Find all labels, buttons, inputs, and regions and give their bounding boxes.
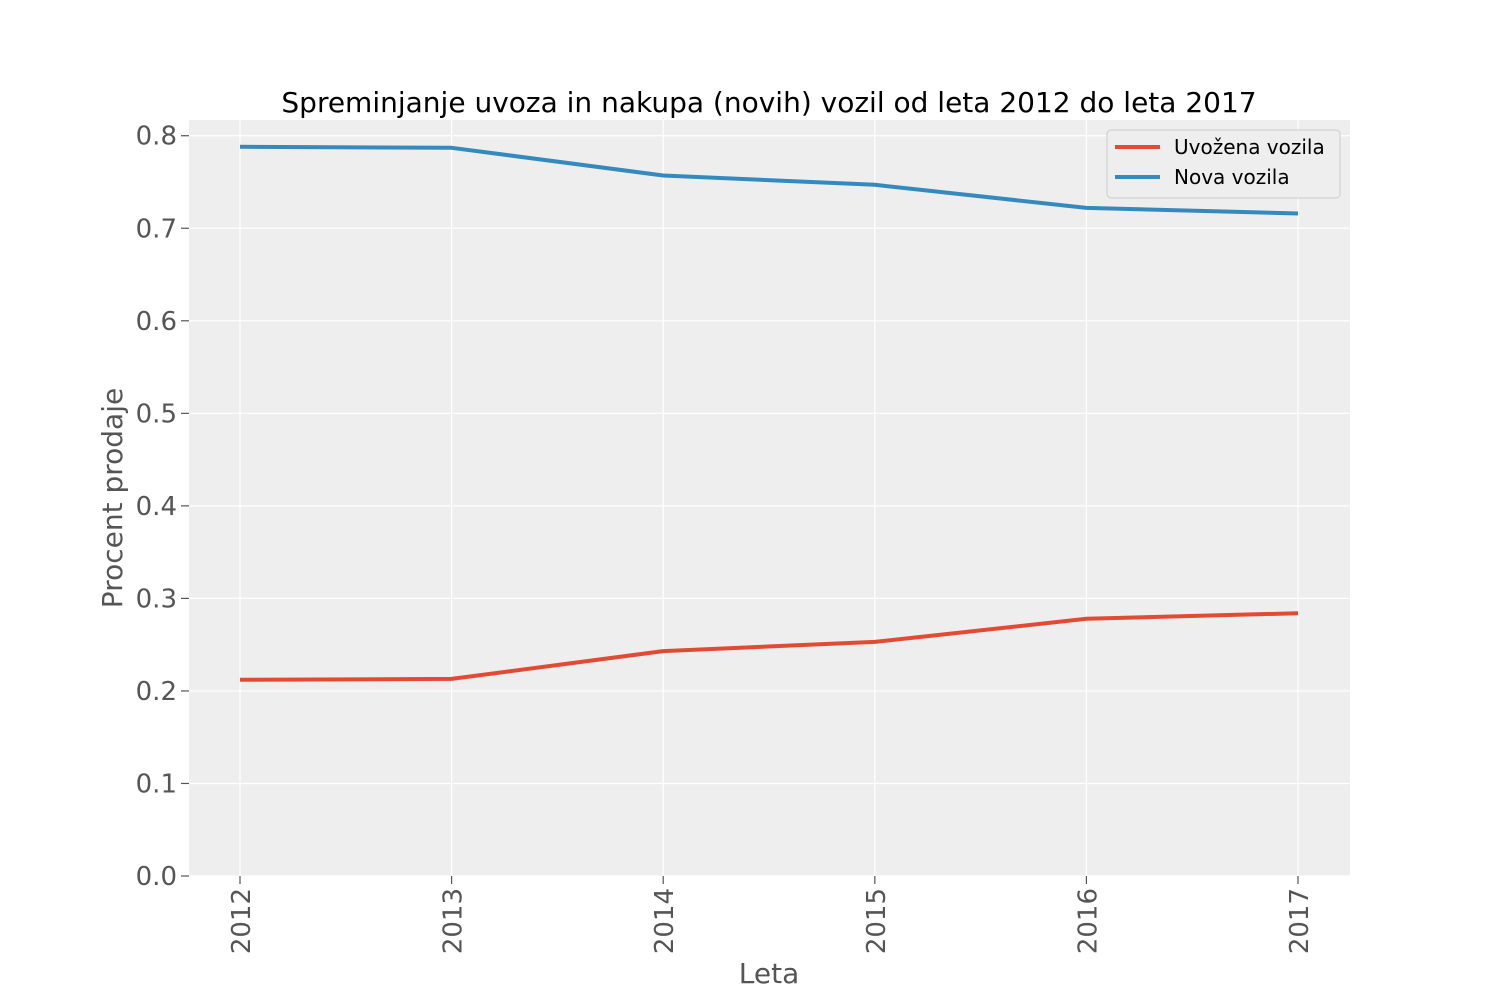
x-tick-label: 2015 <box>862 888 892 954</box>
y-tick-label: 0.8 <box>136 122 177 152</box>
y-axis-ticks: 0.0 0.1 0.2 0.3 0.4 0.5 0.6 0.7 0.8 <box>136 122 189 892</box>
y-tick-label: 0.6 <box>136 307 177 337</box>
x-tick-label: 2014 <box>650 888 680 954</box>
y-tick-label: 0.0 <box>136 862 177 892</box>
chart-title: Spreminjanje uvoza in nakupa (novih) voz… <box>281 86 1256 119</box>
x-tick-label: 2016 <box>1073 888 1103 954</box>
x-tick-label: 2013 <box>439 888 469 954</box>
y-tick-label: 0.4 <box>136 492 177 522</box>
x-axis-title: Leta <box>739 957 799 990</box>
series-line-1 <box>239 144 1299 216</box>
x-axis-ticks: 2012 2013 2014 2015 2016 2017 <box>227 876 1315 954</box>
x-tick-label: 2012 <box>227 888 257 954</box>
series-lines <box>239 144 1299 682</box>
y-tick-label: 0.5 <box>136 399 177 429</box>
legend-label-nova: Nova vozila <box>1174 165 1290 189</box>
y-tick-label: 0.3 <box>136 584 177 614</box>
y-tick-label: 0.1 <box>136 769 177 799</box>
plot-background <box>189 120 1350 876</box>
y-tick-label: 0.7 <box>136 214 177 244</box>
series-line-0 <box>239 611 1299 682</box>
grid-lines <box>189 120 1350 877</box>
legend-label-uvozena: Uvožena vozila <box>1174 135 1325 159</box>
legend-box <box>1106 129 1341 199</box>
y-tick-label: 0.2 <box>136 677 177 707</box>
x-tick-label: 2017 <box>1285 888 1315 954</box>
y-axis-title: Procent prodaje <box>96 388 129 608</box>
legend: Uvožena vozila Nova vozila <box>1106 129 1341 199</box>
